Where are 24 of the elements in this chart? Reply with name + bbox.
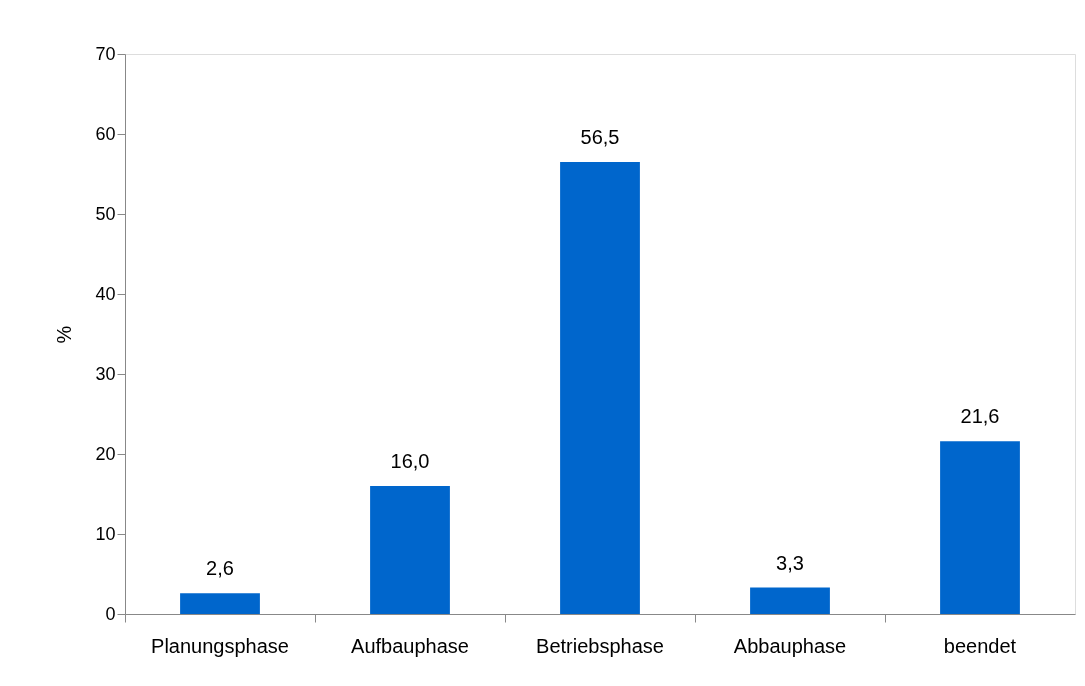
data-label: 16,0 (390, 450, 430, 472)
data-label: 56,5 (580, 126, 620, 148)
y-tick-label: 30 (95, 363, 116, 384)
y-tick-label: 50 (95, 203, 116, 224)
x-tick-label: Aufbauphase (351, 634, 469, 657)
data-label: 21,6 (960, 405, 1000, 428)
bar (560, 162, 640, 614)
bar (180, 593, 260, 614)
x-tick-label: beendet (943, 634, 1017, 657)
data-label: 3,3 (776, 551, 804, 574)
x-tick-label: Betriebsphase (536, 634, 664, 657)
y-tick-label: 0 (105, 603, 116, 624)
y-tick-label: 10 (95, 523, 116, 544)
x-tick-label: Abbauphase (733, 634, 847, 657)
bar (940, 441, 1020, 614)
bar (750, 587, 830, 614)
x-tick-label: Planungsphase (151, 634, 289, 657)
y-tick-label: 40 (95, 283, 116, 304)
data-label: 2,6 (206, 557, 234, 580)
y-axis-title: % (53, 325, 76, 344)
y-tick-label: 70 (95, 43, 116, 64)
y-tick-label: 20 (95, 443, 116, 464)
y-tick-label: 60 (95, 123, 116, 144)
bar (370, 486, 450, 614)
